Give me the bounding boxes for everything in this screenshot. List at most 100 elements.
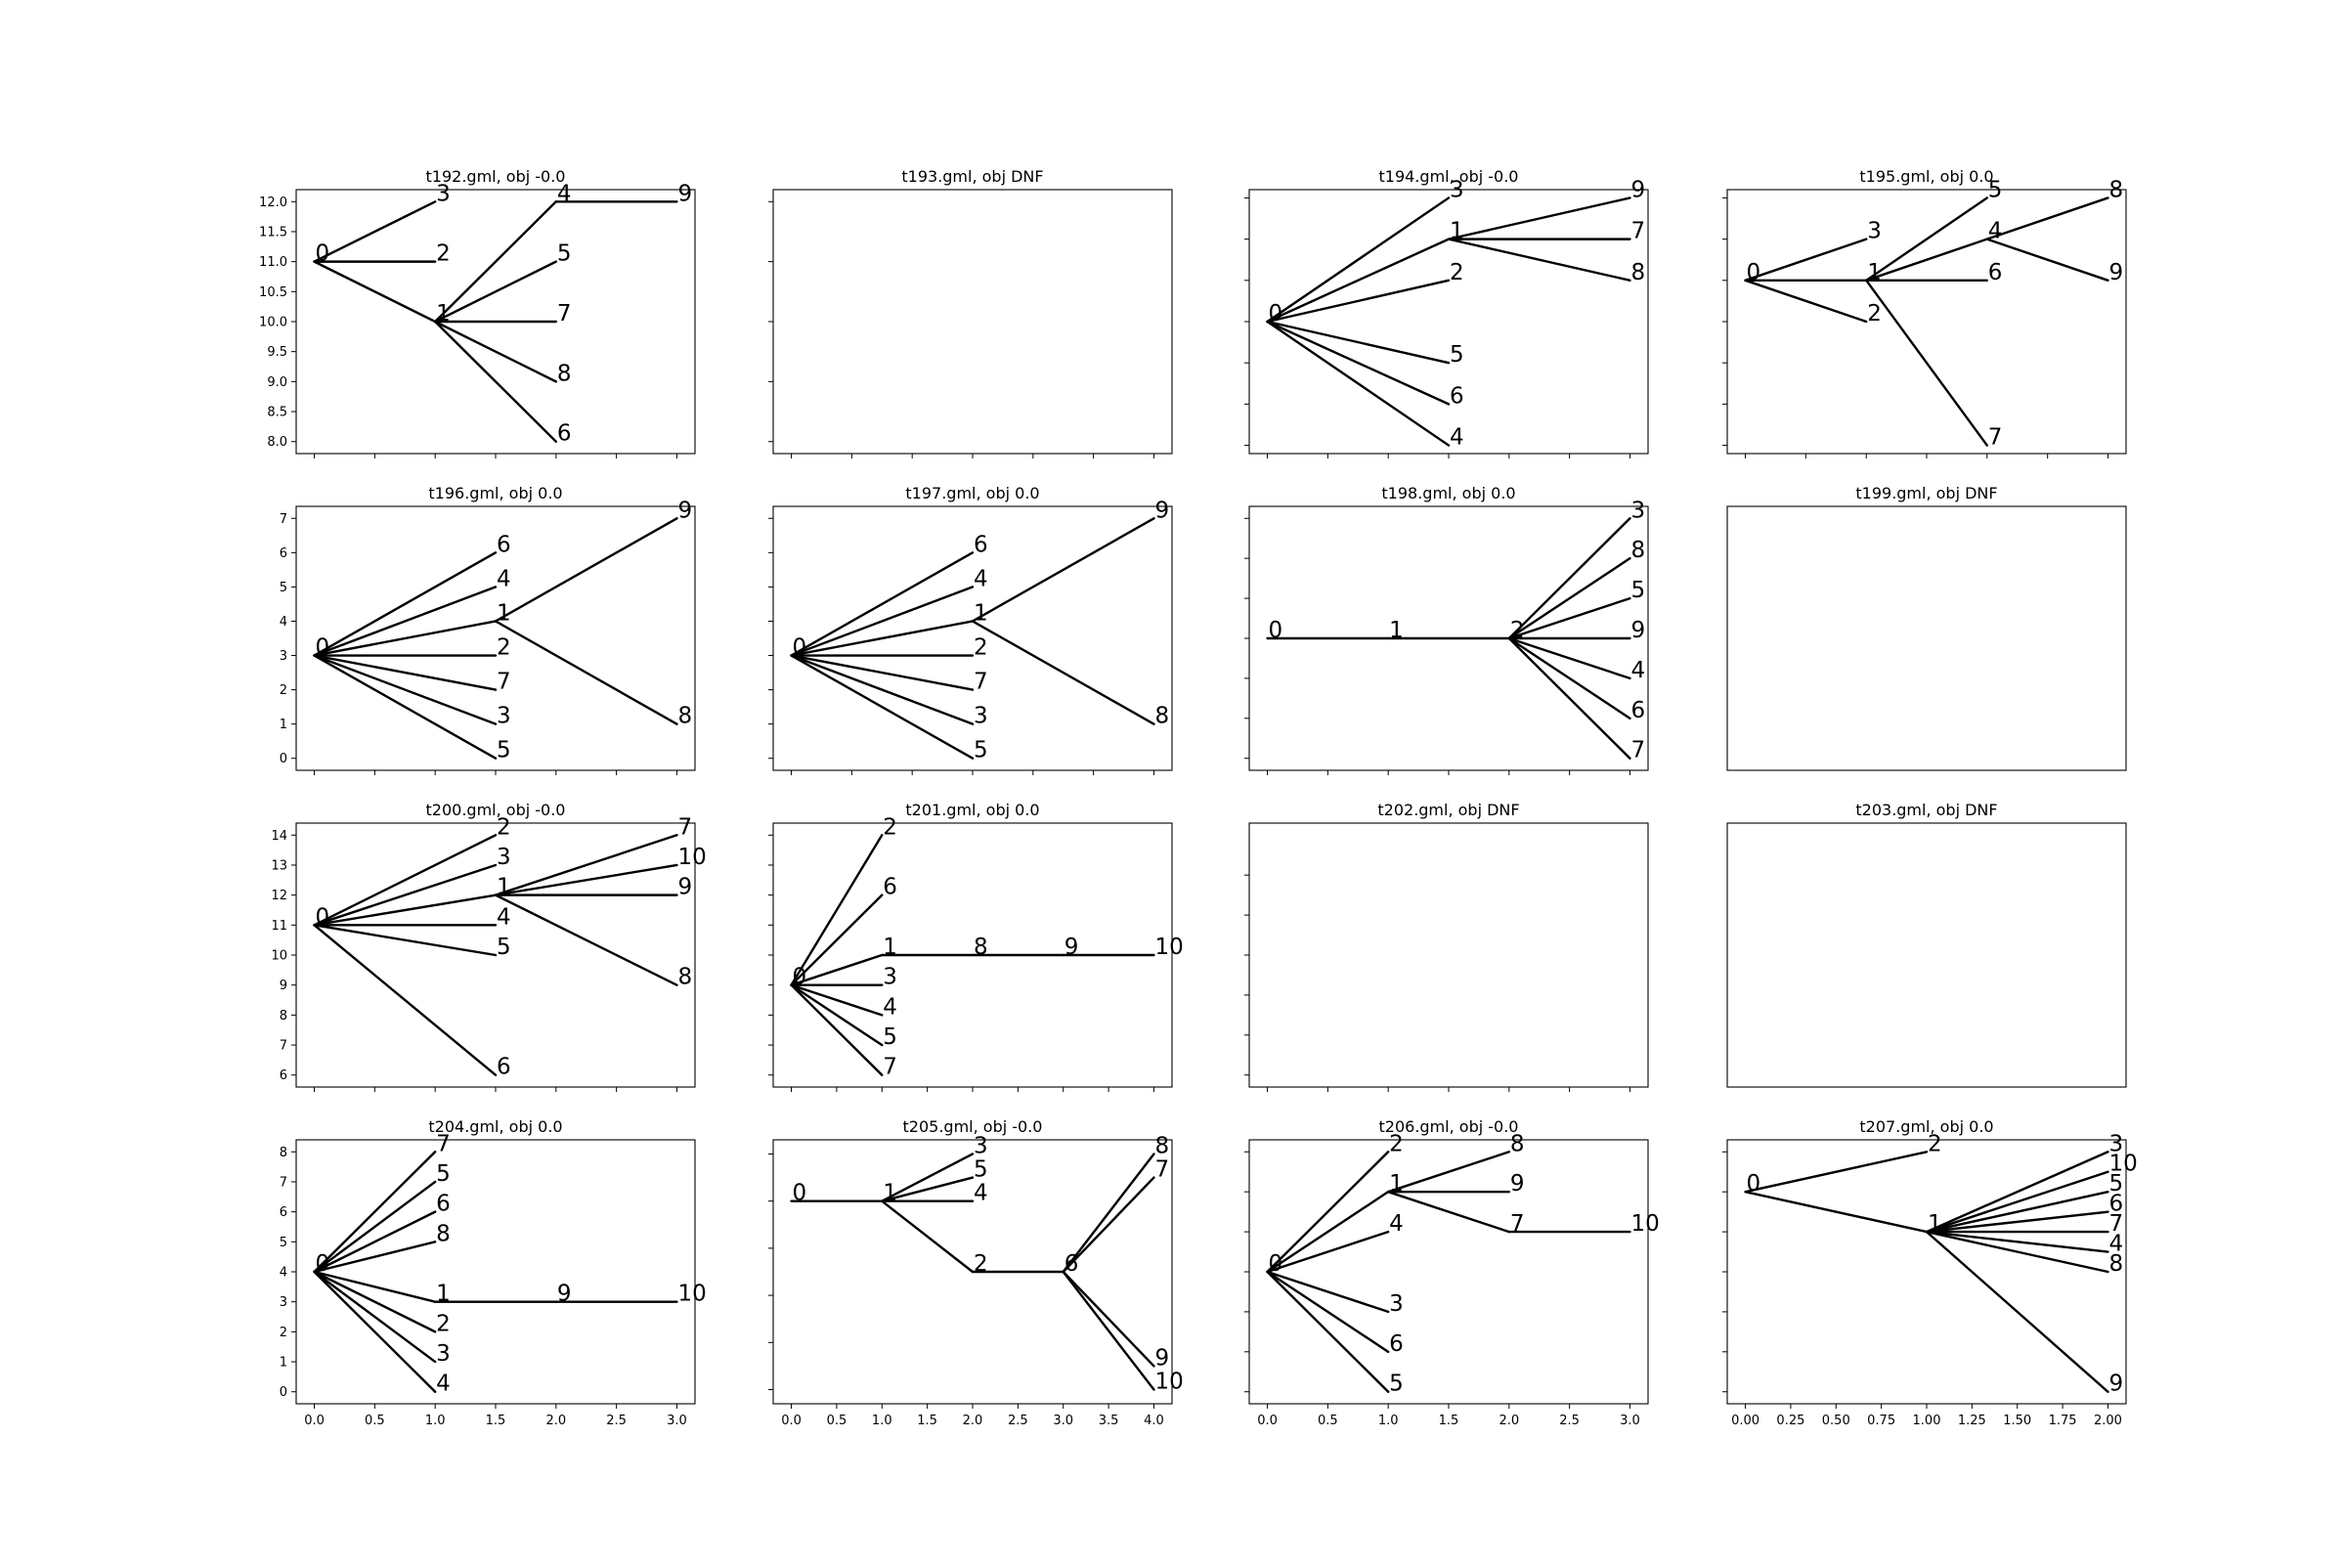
node-label: 5 (974, 1157, 988, 1183)
node-label: 3 (2108, 1131, 2123, 1156)
node-label: 2 (1389, 1131, 1404, 1156)
x-tick-label: 1.0 (872, 1414, 892, 1428)
node-label: 5 (1630, 578, 1645, 603)
node-label: 3 (436, 181, 451, 206)
node-label: 7 (436, 1131, 451, 1156)
tree-edge (1507, 596, 1631, 640)
node-label: 4 (557, 181, 572, 206)
tree-edge (1744, 1151, 1929, 1194)
node-label: 1 (436, 301, 451, 327)
tree-edge (1266, 238, 1451, 324)
y-tick-label: 2 (280, 1326, 287, 1340)
node-label: 4 (497, 566, 511, 591)
subplot-title: t200.gml, obj -0.0 (426, 801, 566, 819)
y-tick-label: 10.0 (259, 316, 287, 330)
subplot-title: t194.gml, obj -0.0 (1379, 167, 1519, 186)
node-label: 10 (677, 1282, 706, 1307)
node-label: 1 (1867, 260, 1882, 285)
node-label: 1 (1928, 1211, 1942, 1237)
node-label: 4 (497, 904, 511, 930)
x-tick-label: 1.00 (1913, 1414, 1941, 1428)
x-tick-label: 1.5 (486, 1414, 506, 1428)
tree-edge (1925, 1230, 2109, 1393)
node-label: 5 (974, 738, 988, 763)
tree-edge (790, 834, 884, 986)
tree-edge (313, 654, 498, 760)
y-tick-label: 7 (280, 1039, 287, 1054)
axes-frame (772, 822, 1173, 1088)
tree-edge (1266, 1270, 1390, 1354)
node-label: 10 (1154, 935, 1183, 960)
node-label: 0 (316, 1251, 330, 1277)
axes-frame (1726, 189, 2127, 455)
node-label: 8 (2108, 1251, 2123, 1277)
x-tick-label: 0.0 (304, 1414, 325, 1428)
node-label: 9 (2108, 1372, 2123, 1397)
node-label: 7 (883, 1055, 897, 1080)
node-label: 1 (497, 600, 511, 626)
y-tick-label: 6 (280, 546, 287, 561)
subplot: t192.gml, obj -0.08.08.59.09.510.010.511… (259, 167, 696, 458)
subplot: t203.gml, obj DNF (1726, 801, 2127, 1088)
node-label: 5 (883, 1024, 897, 1050)
node-label: 10 (1154, 1370, 1183, 1395)
node-label: 7 (557, 301, 572, 327)
node-label: 1 (1389, 618, 1404, 643)
tree-edge (1266, 1230, 1390, 1274)
tree-edge (1985, 196, 2109, 240)
y-tick-label: 10.5 (259, 285, 287, 300)
node-label: 2 (497, 814, 511, 840)
subplot: t198.gml, obj 0.0 0 1 2 3 8 5 9 4 6 7 (1244, 484, 1649, 775)
tree-edge (881, 1176, 975, 1202)
node-label: 3 (1867, 219, 1882, 244)
tree-edge (790, 953, 884, 986)
tree-edge (1507, 517, 1631, 640)
tree-edge (1062, 1176, 1155, 1274)
tree-edge (1447, 238, 1631, 283)
axes-frame (772, 1139, 1173, 1405)
subplot-title: t196.gml, obj 0.0 (428, 484, 562, 502)
y-tick-label: 14 (271, 829, 287, 844)
node-label: 9 (677, 181, 692, 206)
x-tick-label: 2.0 (1499, 1414, 1519, 1428)
subplot-title: t205.gml, obj -0.0 (903, 1117, 1043, 1136)
y-tick-label: 0 (280, 1385, 287, 1400)
tree-edge (1266, 320, 1451, 447)
x-tick-label: 2.00 (2094, 1414, 2122, 1428)
x-tick-label: 1.0 (425, 1414, 446, 1428)
node-label: 6 (497, 532, 511, 557)
node-label: 2 (497, 635, 511, 661)
x-tick-label: 1.5 (1439, 1414, 1459, 1428)
y-tick-label: 7 (280, 1175, 287, 1190)
x-tick-label: 3.5 (1099, 1414, 1119, 1428)
node-label: 0 (316, 904, 330, 930)
axes-frame (1726, 505, 2127, 771)
node-label: 0 (1269, 618, 1283, 643)
subplot: t196.gml, obj 0.0 0 1 2 3 4 5 6 7 0 6 4 1 2 7 3 5 9 8 (280, 484, 696, 775)
tree-edge (313, 1180, 437, 1274)
node-label: 4 (974, 566, 988, 591)
axes-frame (1726, 1139, 2127, 1405)
x-tick-label: 2.5 (1559, 1414, 1580, 1428)
node-label: 9 (1510, 1171, 1525, 1197)
x-tick-label: 2.5 (1008, 1414, 1028, 1428)
node-label: 5 (2108, 1171, 2123, 1197)
y-tick-label: 5 (280, 1236, 287, 1250)
node-label: 9 (677, 498, 692, 523)
tree-edge (1266, 320, 1451, 406)
node-label: 7 (677, 814, 692, 840)
tree-edge (494, 863, 678, 896)
subplot: t201.gml, obj 0.0 0 2 6 1 3 4 5 7 8 9 10 (768, 801, 1184, 1092)
x-tick-label: 1.5 (917, 1414, 937, 1428)
node-label: 7 (1630, 219, 1645, 244)
tree-edge (313, 654, 498, 725)
tree-edge (1266, 1190, 1390, 1274)
node-label: 4 (974, 1181, 988, 1206)
x-tick-label: 2.5 (606, 1414, 627, 1428)
node-label: 1 (1389, 1171, 1404, 1197)
tree-edge (313, 620, 498, 657)
node-label: 6 (1450, 383, 1464, 409)
tree-edge (313, 834, 498, 927)
